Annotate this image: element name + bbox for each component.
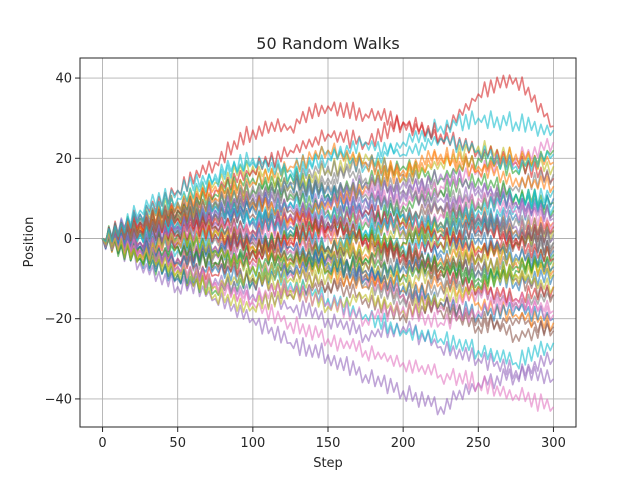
y-axis-title: Position <box>22 217 37 268</box>
random-walk-line <box>101 169 554 250</box>
x-tick-label: 150 <box>316 436 341 451</box>
random-walk-line <box>101 203 555 257</box>
x-tick-label: 0 <box>98 436 106 451</box>
chart-title: 50 Random Walks <box>256 34 399 53</box>
ticks-layer: 0 50 100 150 200 250 300 −40 −20 0 20 40 <box>45 72 566 451</box>
random-walk-line <box>101 205 555 273</box>
random-walk-line <box>101 232 554 323</box>
y-tick-label: 20 <box>55 152 72 167</box>
y-tick-label: −40 <box>45 392 72 407</box>
random-walk-line <box>101 174 555 267</box>
random-walk-line <box>101 135 555 243</box>
x-axis-title: Step <box>313 456 343 471</box>
walks-layer <box>101 74 555 416</box>
random-walk-line <box>101 232 555 330</box>
random-walk-line <box>101 235 555 319</box>
y-tick-label: −20 <box>45 312 72 327</box>
random-walk-line <box>101 178 555 244</box>
x-tick-label: 200 <box>391 436 416 451</box>
x-tick-label: 50 <box>169 436 186 451</box>
random-walk-line <box>101 146 555 246</box>
y-tick-label: 40 <box>55 72 72 87</box>
random-walk-line <box>101 187 555 258</box>
y-tick-label: 0 <box>64 232 72 247</box>
random-walk-line <box>101 160 555 250</box>
x-tick-label: 100 <box>240 436 265 451</box>
x-tick-label: 250 <box>466 436 491 451</box>
random-walk-line <box>101 223 555 295</box>
random-walk-line <box>101 233 555 385</box>
x-tick-label: 300 <box>541 436 566 451</box>
